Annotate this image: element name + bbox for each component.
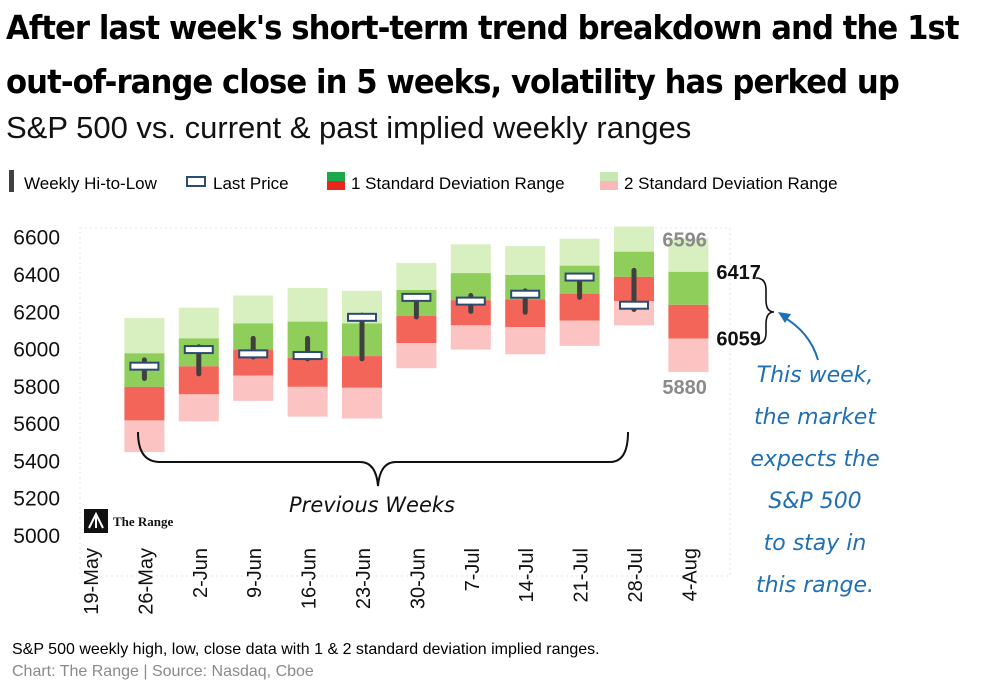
title-line-1: After last week's short-term trend break… [6, 8, 960, 47]
sd1-lower-band [287, 357, 328, 387]
sd2-upper-band [233, 295, 274, 324]
legend: Weekly Hi-to-Low Last Price 1 Standard D… [9, 170, 838, 193]
sd1-lower-band [124, 386, 165, 421]
subtitle: S&P 500 vs. current & past implied weekl… [6, 110, 692, 145]
logo-text: The Range [113, 514, 174, 529]
y-axis: 5000 5200 5400 5600 5800 6000 6200 6400 6600 [13, 227, 60, 548]
last-price-marker [564, 272, 595, 282]
logo-glyph [88, 511, 104, 529]
sd2-lower-band [178, 394, 219, 422]
legend-hilo-label: Weekly Hi-to-Low [24, 174, 158, 193]
callout-line: to stay in [764, 531, 867, 556]
sd2-lower-band [505, 327, 546, 355]
last-price-marker [455, 296, 486, 306]
sd2-upper-band [614, 226, 654, 252]
callout-arrowhead [778, 312, 791, 323]
last-price-marker [183, 345, 214, 355]
last-price-marker [347, 312, 377, 322]
x-tick-label: 23-Jun [353, 548, 375, 609]
x-tick-label: 28-Jul [625, 548, 647, 602]
x-tick-label: 7-Jul [462, 548, 484, 591]
x-tick-label: 30-Jun [407, 548, 429, 609]
last-price-marker [238, 349, 269, 359]
legend-last-price-label: Last Price [213, 174, 289, 193]
x-tick-label: 9-Jun [244, 548, 266, 598]
y-tick-label: 6400 [13, 264, 60, 287]
sd2-lower-band [396, 343, 437, 369]
sd2-upper-band [505, 246, 546, 276]
callout-line: the market [754, 405, 877, 430]
sd2-lower-band [668, 338, 709, 372]
current-week-brace [755, 277, 775, 345]
last-price-marker [129, 361, 160, 371]
sd2-lower-band [559, 320, 600, 346]
sd2-lower-band [450, 325, 491, 350]
y-tick-label: 5600 [13, 413, 60, 436]
sd2-upper-band [124, 317, 165, 354]
current-sd1-low-label: 6059 [716, 329, 761, 351]
x-tick-label: 21-Jul [571, 548, 593, 602]
previous-weeks-label: Previous Weeks [289, 493, 455, 517]
last-price-marker [619, 300, 649, 310]
y-tick-label: 5000 [13, 525, 60, 548]
legend-hilo-swatch [9, 170, 14, 192]
sd1-upper-band [668, 271, 709, 305]
callout-arrow [781, 315, 819, 361]
legend-sd1-label: 1 Standard Deviation Range [351, 174, 565, 193]
y-tick-label: 5400 [13, 450, 60, 473]
last-price-marker [401, 292, 432, 302]
x-tick-label: 26-May [135, 548, 157, 615]
sd2-upper-band [178, 307, 219, 339]
current-sd2-high-label: 6596 [662, 229, 707, 251]
x-axis: 19-May 26-May 2-Jun 9-Jun 16-Jun 23-Jun 30-Jun… [81, 548, 701, 615]
y-tick-label: 6200 [13, 301, 60, 324]
callout-line: This week, [757, 363, 874, 388]
chart-source: Chart: The Range | Source: Nasdaq, Cboe [12, 663, 314, 680]
sd2-lower-band [124, 420, 165, 453]
y-tick-label: 5200 [13, 488, 60, 511]
sd2-upper-band [396, 262, 437, 290]
y-tick-label: 6600 [13, 227, 60, 250]
sd2-upper-band [450, 244, 491, 274]
sd2-upper-band [668, 238, 709, 272]
sd2-upper-band [559, 238, 600, 266]
y-tick-label: 6000 [13, 339, 60, 362]
sd2-lower-band [233, 375, 274, 401]
sd2-upper-band [287, 288, 328, 322]
sd1-lower-band [668, 304, 709, 339]
last-price-marker [292, 351, 323, 361]
title-line-2: out-of-range close in 5 weeks, volatilit… [6, 62, 900, 101]
callout-line: S&P 500 [768, 489, 861, 514]
y-tick-label: 5800 [13, 376, 60, 399]
previous-weeks-bracket [137, 431, 629, 487]
sd1-lower-band [396, 316, 437, 344]
x-tick-label: 14-Jul [516, 548, 538, 602]
last-price-marker [510, 289, 541, 299]
x-tick-label: 2-Jun [190, 548, 212, 598]
legend-sd1-swatch-bottom [327, 181, 345, 190]
plot-area [79, 227, 731, 577]
range-chart: Weekly Hi-to-Low Last Price 1 Standard D… [9, 170, 880, 615]
sd2-lower-band [287, 386, 328, 417]
the-range-logo: The Range [84, 509, 174, 533]
x-tick-label: 19-May [81, 548, 103, 615]
callout-line: expects the [750, 447, 879, 472]
callout-line: this range. [756, 573, 874, 598]
sd2-lower-band [342, 387, 382, 419]
legend-last-price-swatch [186, 176, 206, 187]
x-tick-label: 16-Jun [299, 548, 321, 609]
range-bars [124, 226, 709, 453]
current-sd1-high-label: 6417 [716, 262, 761, 284]
legend-sd2-swatch-top [600, 172, 618, 181]
current-week-range-labels: 6596 6417 6059 5880 [662, 229, 761, 398]
legend-sd1-swatch-top [327, 172, 345, 181]
current-sd2-low-label: 5880 [662, 377, 707, 399]
callout-text: This week, the market expects the S&P 500 to… [750, 363, 879, 598]
legend-sd2-label: 2 Standard Deviation Range [624, 174, 838, 193]
legend-sd2-swatch-bottom [600, 181, 618, 190]
x-tick-label: 4-Aug [679, 548, 701, 601]
chart-footnote: S&P 500 weekly high, low, close data wit… [12, 641, 600, 658]
